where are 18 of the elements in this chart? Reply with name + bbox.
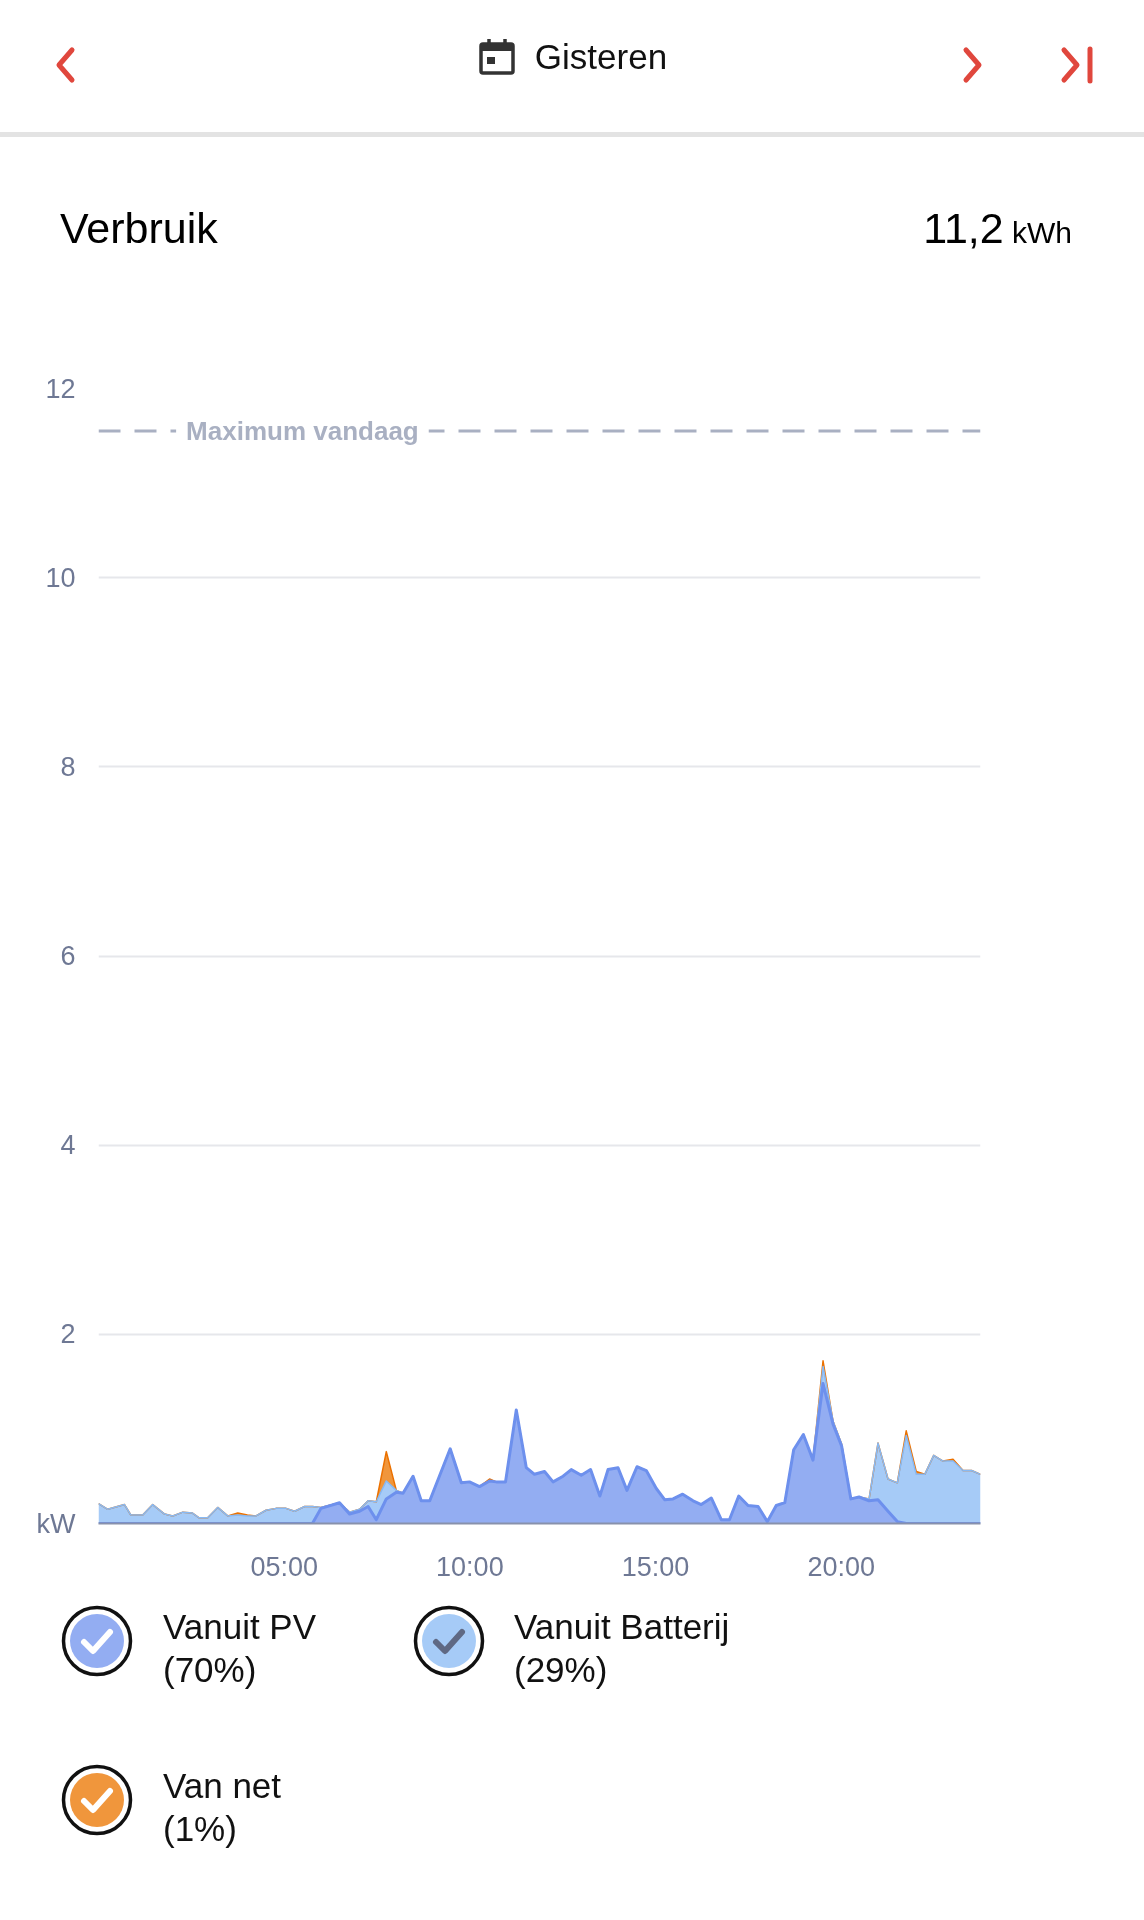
- y-tick-label: 12: [45, 373, 76, 404]
- y-tick-label: 4: [60, 1130, 76, 1161]
- legend-label: Vanuit Batterij (29%): [514, 1606, 730, 1691]
- ref-line-label: Maximum vandaag: [186, 416, 419, 447]
- x-tick-label: 10:00: [436, 1551, 504, 1582]
- chart-title: Verbruik: [60, 203, 218, 254]
- x-tick-label: 05:00: [250, 1551, 318, 1582]
- legend-label: Van net (1%): [163, 1765, 282, 1850]
- x-tick-label: 20:00: [807, 1551, 876, 1582]
- y-tick-label: 10: [45, 562, 76, 593]
- y-tick-label: 2: [60, 1319, 76, 1350]
- legend-label: Vanuit PV (70%): [163, 1606, 317, 1691]
- y-tick-label: kW: [36, 1508, 77, 1539]
- x-tick-label: 15:00: [621, 1551, 690, 1582]
- y-tick-label: 8: [60, 751, 76, 782]
- text: Gisteren: [534, 36, 668, 78]
- text: 11,2 kWh: [923, 204, 1072, 252]
- y-tick-label: 6: [60, 941, 76, 971]
